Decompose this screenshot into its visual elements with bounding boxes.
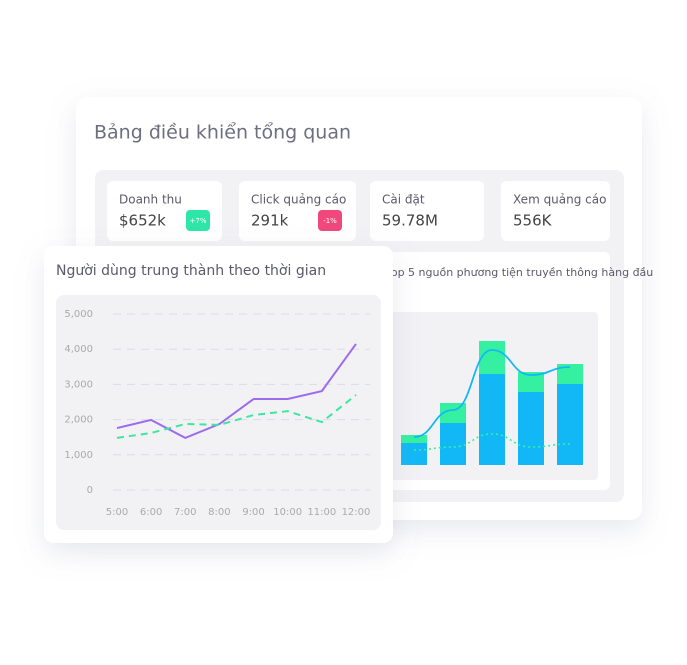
kpi-value: 291k bbox=[251, 212, 289, 230]
y-tick-label: 4,000 bbox=[64, 344, 93, 355]
chart-title: Top 5 nguồn phương tiện truyền thông hàn… bbox=[385, 266, 653, 279]
bar bbox=[518, 372, 544, 392]
x-tick-label: 5:00 bbox=[106, 507, 128, 518]
bar bbox=[479, 374, 505, 465]
x-tick-label: 12:00 bbox=[342, 507, 371, 518]
kpi-label: Click quảng cáo bbox=[251, 193, 346, 207]
y-tick-label: 2,000 bbox=[64, 415, 93, 426]
kpi-badge bbox=[318, 210, 342, 231]
bar bbox=[518, 392, 544, 465]
line-chart-card: Người dùng trung thành theo thời gian 0 1… bbox=[44, 246, 393, 543]
plot-bg bbox=[56, 295, 381, 530]
x-tick-label: 7:00 bbox=[174, 507, 196, 518]
bar bbox=[557, 364, 583, 384]
kpi-badge bbox=[186, 210, 210, 231]
line bbox=[116, 343, 357, 440]
kpi-badge-text: +7% bbox=[190, 217, 207, 225]
kpi-value: 556K bbox=[513, 212, 553, 230]
bar bbox=[479, 341, 505, 374]
kpi-label: Xem quảng cáo bbox=[513, 193, 606, 207]
x-tick-label: 6:00 bbox=[140, 507, 162, 518]
bar bbox=[557, 384, 583, 465]
y-tick-label: 3,000 bbox=[64, 379, 93, 390]
x-tick-label: 11:00 bbox=[307, 507, 336, 518]
kpi-value: $652k bbox=[119, 212, 166, 230]
x-tick-label: 8:00 bbox=[208, 507, 230, 518]
kpi-card bbox=[501, 181, 610, 241]
kpi-label: Doanh thu bbox=[119, 193, 182, 207]
kpi-row: Doanh thu $652k +7% Click quảng cáo 291k -1% C… bbox=[107, 181, 610, 241]
y-tick-label: 5,000 bbox=[64, 309, 93, 320]
dashboard-title: Bảng điều khiển tổng quan bbox=[94, 122, 351, 144]
y-tick-label: 1,000 bbox=[64, 450, 93, 461]
kpi-card bbox=[370, 181, 484, 241]
x-tick-label: 10:00 bbox=[273, 507, 302, 518]
kpi-value: 59.78M bbox=[382, 212, 438, 230]
x-tick-label: 9:00 bbox=[242, 507, 264, 518]
trend-line bbox=[413, 433, 571, 451]
bar bbox=[401, 435, 427, 443]
bar-chart-card: Top 5 nguồn phương tiện truyền thông hàn… bbox=[370, 252, 653, 490]
trend-line bbox=[413, 349, 571, 438]
kpi-label: Cài đặt bbox=[382, 193, 425, 207]
bar bbox=[440, 423, 466, 465]
bar bbox=[401, 443, 427, 465]
kpi-badge-text: -1% bbox=[323, 217, 337, 225]
plot bbox=[401, 341, 583, 465]
line bbox=[116, 394, 357, 439]
y-tick-label: 0 bbox=[87, 485, 93, 496]
chart-title: Người dùng trung thành theo thời gian bbox=[56, 263, 326, 279]
